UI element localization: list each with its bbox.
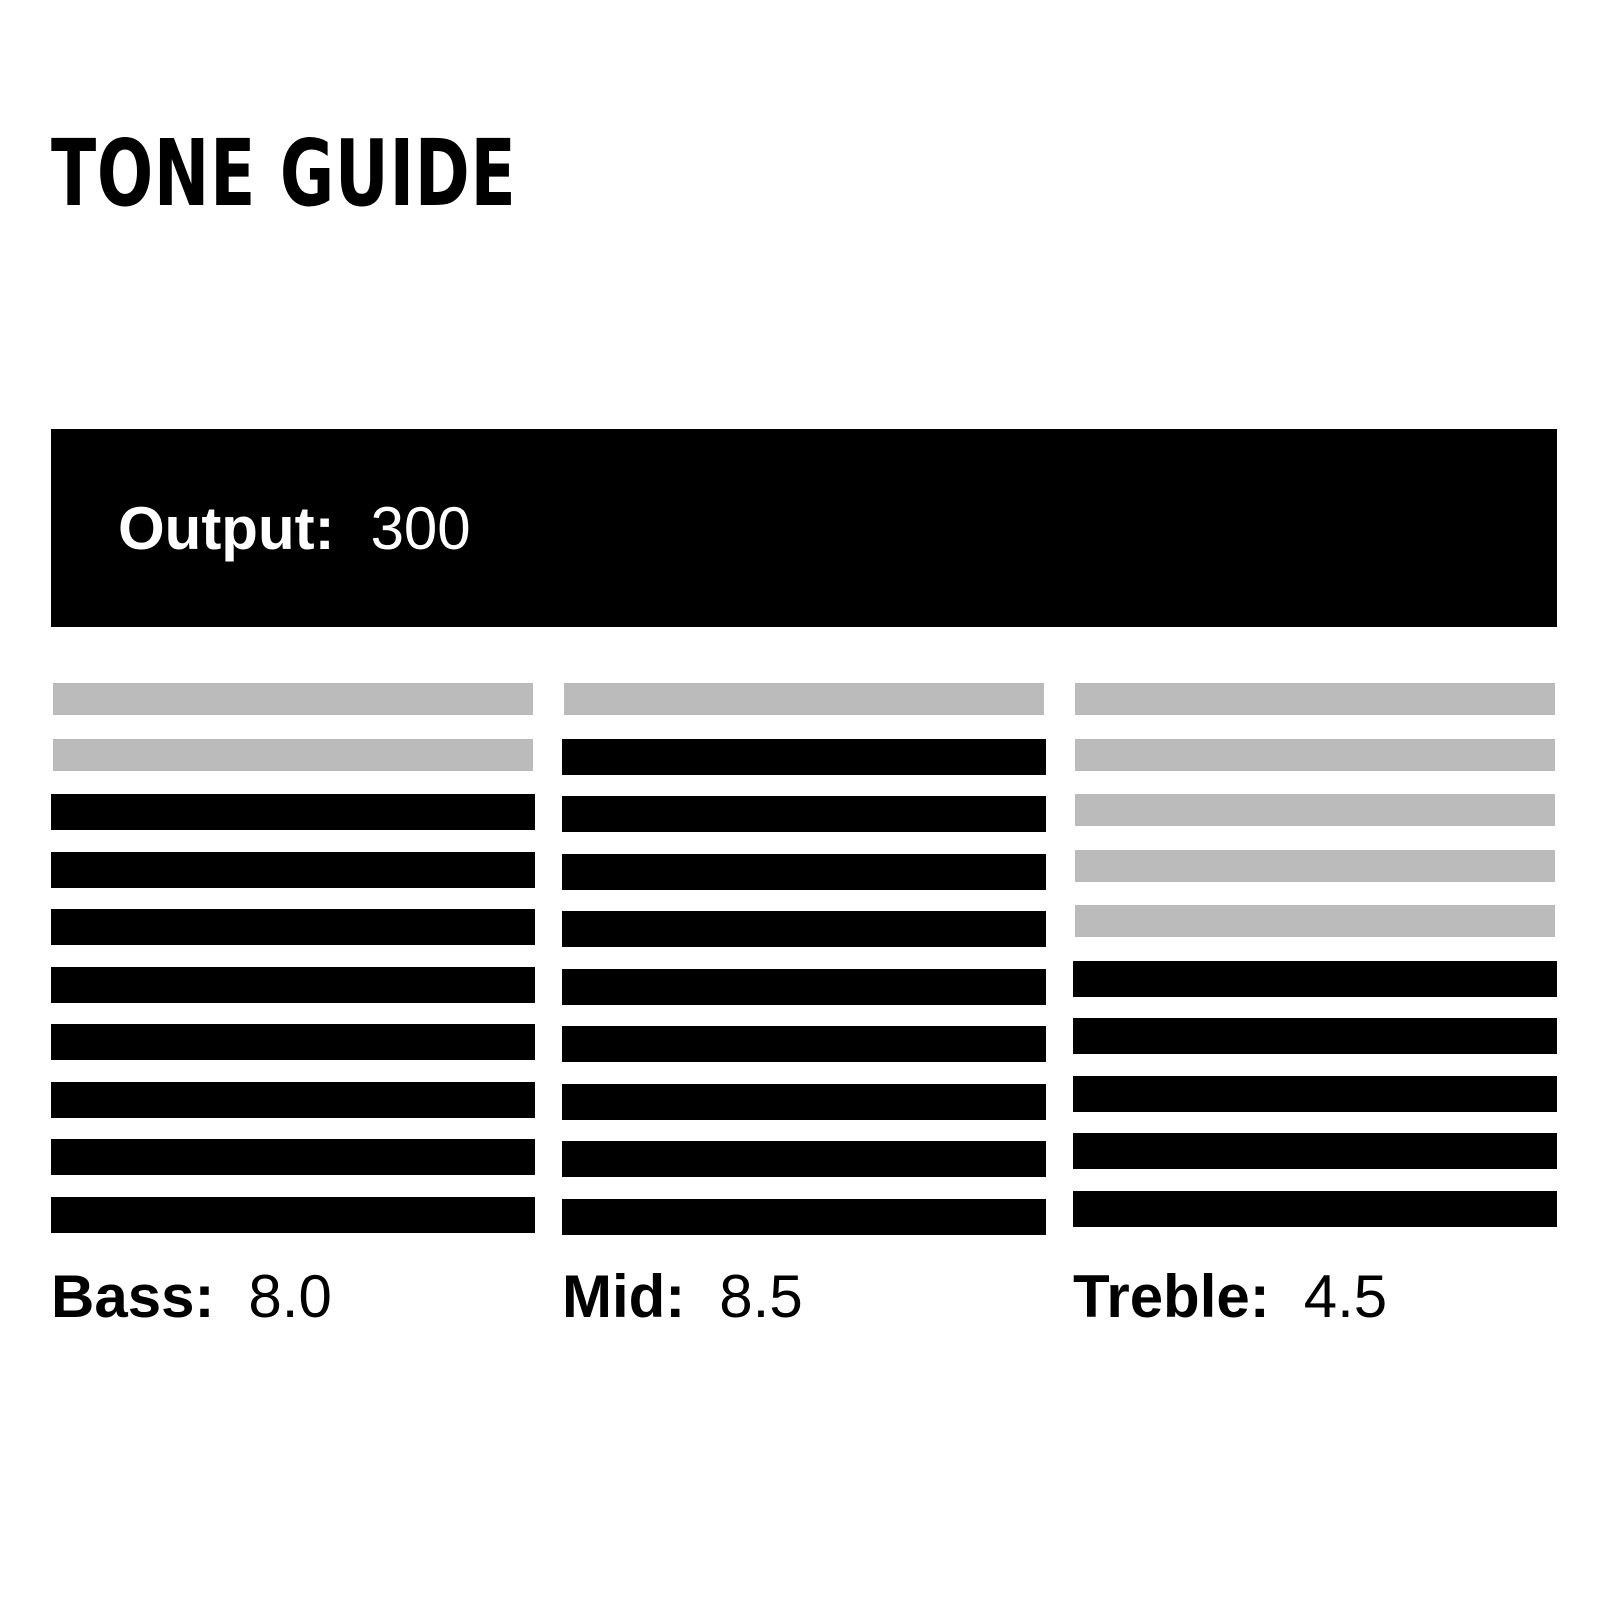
meter-segment-active <box>1073 960 1557 997</box>
meter-segment-active <box>562 1026 1046 1062</box>
page-title: TONE GUIDE <box>51 120 517 227</box>
meter-segment-active <box>51 851 535 888</box>
meter-segment-inactive <box>564 683 1044 715</box>
meter-segment-active <box>562 1198 1046 1235</box>
meter-segment-active <box>51 794 535 830</box>
meter-segment-active <box>562 1141 1046 1177</box>
meter-segment-inactive <box>1075 738 1555 771</box>
treble-control: Treble: 4.5 <box>1073 1262 1387 1331</box>
meter-segment-active <box>562 796 1046 832</box>
meter-segment-active <box>51 1081 535 1118</box>
bass-label: Bass: <box>51 1263 215 1330</box>
meter-segment-active <box>51 1139 535 1175</box>
meter-segment-active <box>51 1024 535 1060</box>
meter-segment-active <box>1073 1018 1557 1054</box>
meter-segment-active <box>562 968 1046 1005</box>
output-value: 300 <box>370 494 471 562</box>
bass-meter <box>51 681 535 1254</box>
bass-value: 8.0 <box>248 1263 332 1330</box>
meter-segment-inactive <box>1075 683 1555 715</box>
mid-label: Mid: <box>562 1263 686 1330</box>
meter-segment-active <box>562 1083 1046 1120</box>
meter-segment-active <box>562 738 1046 775</box>
treble-label: Treble: <box>1073 1263 1270 1330</box>
mid-meter <box>562 681 1046 1256</box>
treble-value: 4.5 <box>1303 1263 1388 1330</box>
meter-segment-active <box>1073 1133 1557 1169</box>
meter-segment-active <box>1073 1075 1557 1112</box>
mid-control: Mid: 8.5 <box>562 1262 803 1331</box>
meter-segment-active <box>1073 1190 1557 1227</box>
meter-segment-inactive <box>53 683 533 715</box>
meter-segment-inactive <box>1075 905 1555 937</box>
meter-segment-active <box>562 911 1046 947</box>
treble-meter <box>1073 681 1557 1248</box>
mid-value: 8.5 <box>719 1263 803 1330</box>
meter-segment-active <box>562 853 1046 890</box>
meter-segment-active <box>51 966 535 1003</box>
bass-control: Bass: 8.0 <box>51 1262 332 1331</box>
meter-segment-active <box>51 1196 535 1233</box>
meter-segment-inactive <box>53 738 533 771</box>
meter-segment-inactive <box>1075 794 1555 826</box>
meter-segment-active <box>51 909 535 945</box>
output-label: Output: <box>118 494 335 562</box>
meter-segment-inactive <box>1075 849 1555 882</box>
output-panel: Output: 300 <box>51 429 1557 627</box>
